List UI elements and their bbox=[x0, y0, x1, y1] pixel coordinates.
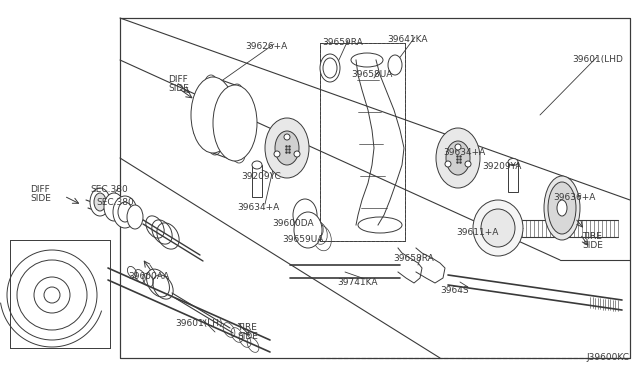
Bar bbox=[508, 162, 518, 192]
Text: 39601(LH): 39601(LH) bbox=[175, 319, 223, 328]
Text: DIFF: DIFF bbox=[168, 75, 188, 84]
Ellipse shape bbox=[481, 209, 515, 247]
Ellipse shape bbox=[113, 196, 137, 228]
Ellipse shape bbox=[508, 158, 518, 166]
Bar bbox=[320, 43, 405, 241]
Ellipse shape bbox=[388, 55, 402, 75]
Text: 39634+A: 39634+A bbox=[237, 203, 279, 212]
Text: J39600KC: J39600KC bbox=[586, 353, 629, 362]
Text: 39611+A: 39611+A bbox=[456, 228, 499, 237]
Text: 39741KA: 39741KA bbox=[337, 278, 378, 287]
Text: TIRE: TIRE bbox=[582, 232, 602, 241]
Text: 39600AA: 39600AA bbox=[128, 272, 169, 281]
Text: 39658UA: 39658UA bbox=[351, 70, 392, 79]
Ellipse shape bbox=[284, 134, 290, 140]
Text: TIRE: TIRE bbox=[237, 323, 257, 332]
Text: SIDE: SIDE bbox=[30, 194, 51, 203]
Ellipse shape bbox=[548, 182, 576, 234]
Bar bbox=[252, 165, 262, 197]
Text: SIDE: SIDE bbox=[237, 332, 258, 341]
Ellipse shape bbox=[446, 141, 470, 175]
Text: 39636+A: 39636+A bbox=[553, 193, 595, 202]
Bar bbox=[320, 43, 405, 241]
Text: 39659RA: 39659RA bbox=[322, 38, 363, 47]
Ellipse shape bbox=[213, 101, 233, 137]
Text: SIDE: SIDE bbox=[582, 241, 603, 250]
Text: 39209YA: 39209YA bbox=[482, 162, 522, 171]
Text: 39209YC: 39209YC bbox=[241, 172, 281, 181]
Ellipse shape bbox=[213, 85, 257, 161]
Ellipse shape bbox=[465, 161, 471, 167]
Ellipse shape bbox=[293, 199, 317, 231]
Text: SIDE: SIDE bbox=[168, 84, 189, 93]
Ellipse shape bbox=[436, 128, 480, 188]
Text: 39641KA: 39641KA bbox=[387, 35, 428, 44]
Ellipse shape bbox=[127, 205, 143, 229]
Text: 39600DA: 39600DA bbox=[272, 219, 314, 228]
Ellipse shape bbox=[104, 193, 124, 221]
Text: 39659UA: 39659UA bbox=[282, 235, 323, 244]
Ellipse shape bbox=[473, 200, 523, 256]
Text: 39658RA: 39658RA bbox=[393, 254, 434, 263]
Ellipse shape bbox=[455, 144, 461, 150]
Ellipse shape bbox=[191, 77, 235, 153]
Ellipse shape bbox=[294, 212, 322, 248]
Ellipse shape bbox=[90, 188, 110, 216]
Ellipse shape bbox=[323, 58, 337, 78]
Ellipse shape bbox=[206, 89, 240, 149]
Ellipse shape bbox=[265, 118, 309, 178]
Ellipse shape bbox=[544, 176, 580, 240]
Text: SEC.380: SEC.380 bbox=[96, 198, 134, 207]
Ellipse shape bbox=[274, 151, 280, 157]
Text: 39626+A: 39626+A bbox=[245, 42, 287, 51]
Ellipse shape bbox=[94, 193, 106, 211]
Ellipse shape bbox=[445, 161, 451, 167]
Ellipse shape bbox=[557, 200, 567, 216]
Ellipse shape bbox=[252, 161, 262, 169]
Text: SEC.380: SEC.380 bbox=[90, 185, 128, 194]
Text: DIFF: DIFF bbox=[30, 185, 50, 194]
Text: 39601(LHD: 39601(LHD bbox=[572, 55, 623, 64]
Ellipse shape bbox=[275, 131, 299, 165]
Text: 39634+A: 39634+A bbox=[443, 148, 485, 157]
Text: 3964S: 3964S bbox=[440, 286, 468, 295]
Ellipse shape bbox=[294, 151, 300, 157]
Ellipse shape bbox=[320, 54, 340, 82]
